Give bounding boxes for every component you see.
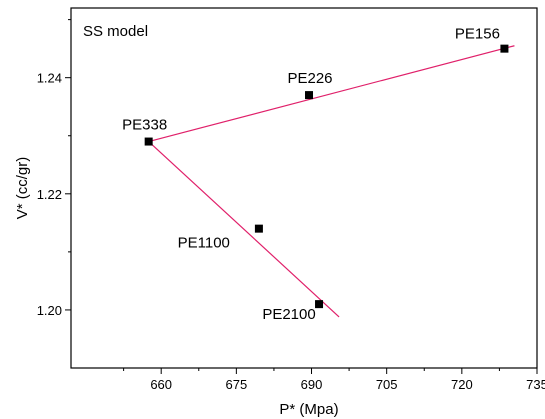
data-point-pe338 bbox=[144, 137, 153, 146]
fit-line bbox=[148, 45, 515, 143]
axis-ticks: 660 675 690 705 720 735 1.20 1.22 1.24 bbox=[37, 19, 545, 392]
y-axis-label: V* (cc/gr) bbox=[14, 157, 31, 220]
y-tick-label: 1.20 bbox=[37, 303, 62, 318]
fit-line bbox=[148, 141, 340, 318]
point-label-pe338: PE338 bbox=[122, 117, 167, 134]
y-tick-label: 1.22 bbox=[37, 187, 62, 202]
data-point-pe1100 bbox=[254, 224, 263, 233]
plot-frame bbox=[70, 7, 538, 369]
data-point-pe156 bbox=[500, 44, 509, 53]
fit-lines bbox=[148, 45, 515, 318]
data-points bbox=[144, 44, 509, 309]
point-labels: PE156 PE226 PE338 PE1100 PE2100 bbox=[122, 26, 500, 323]
point-label-pe156: PE156 bbox=[455, 26, 500, 43]
y-tick-label: 1.24 bbox=[37, 71, 62, 86]
x-axis-label: P* (Mpa) bbox=[279, 401, 338, 418]
x-tick-label: 690 bbox=[301, 377, 323, 392]
x-tick-label: 660 bbox=[150, 377, 172, 392]
data-point-pe226 bbox=[305, 91, 314, 100]
chart-annotation: SS model bbox=[83, 23, 148, 40]
x-tick-label: 735 bbox=[526, 377, 545, 392]
x-tick-label: 675 bbox=[226, 377, 248, 392]
x-tick-label: 720 bbox=[451, 377, 473, 392]
point-label-pe2100: PE2100 bbox=[262, 306, 315, 323]
data-point-pe2100 bbox=[315, 300, 324, 309]
point-label-pe226: PE226 bbox=[287, 70, 332, 87]
x-tick-label: 705 bbox=[376, 377, 398, 392]
point-label-pe1100: PE1100 bbox=[178, 235, 230, 252]
